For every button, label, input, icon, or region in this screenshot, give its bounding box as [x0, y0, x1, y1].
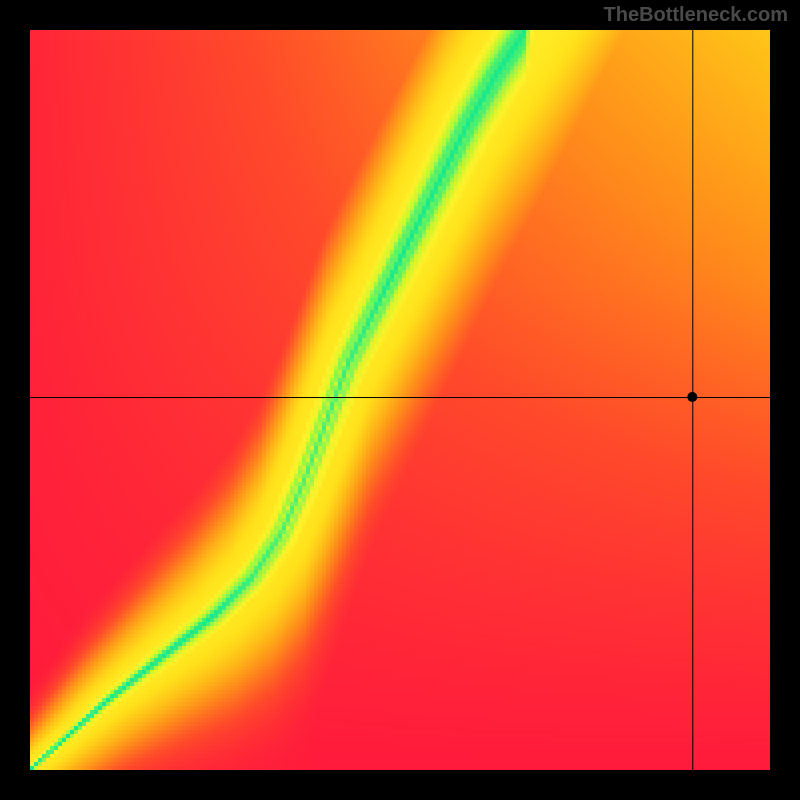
- watermark-text: TheBottleneck.com: [604, 4, 788, 27]
- bottleneck-heatmap: [30, 30, 770, 770]
- plot-frame: [30, 30, 770, 770]
